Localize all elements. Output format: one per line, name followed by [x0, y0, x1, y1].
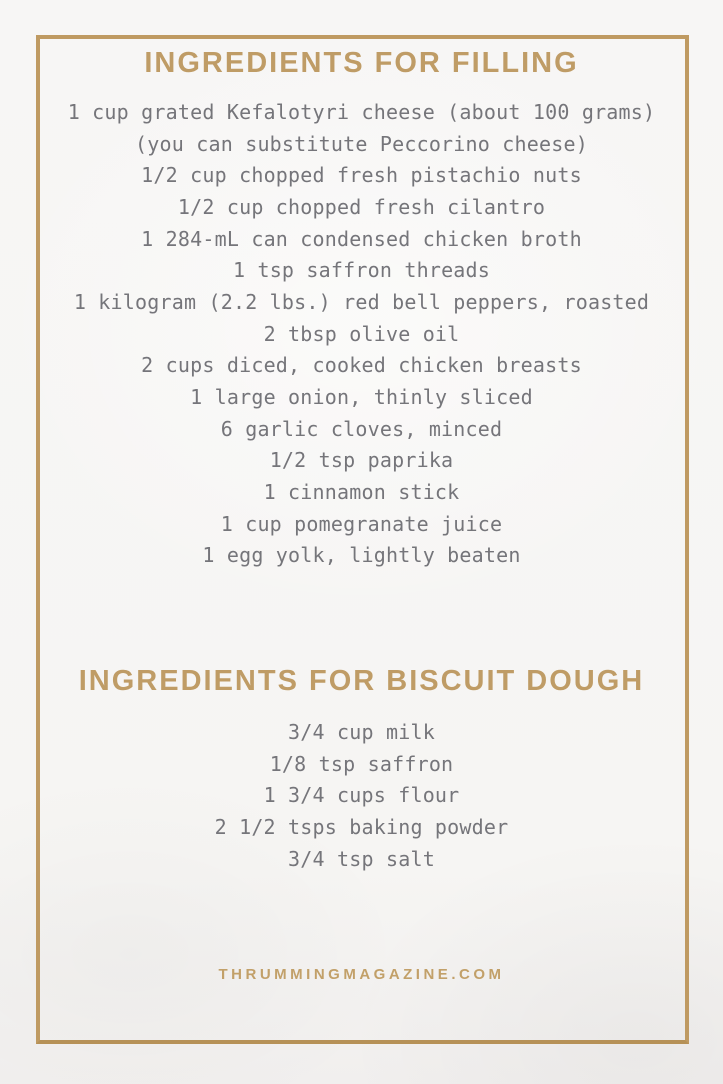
ingredient-line: 1 cup pomegranate juice — [220, 511, 503, 536]
ingredient-line: 3/4 tsp salt — [288, 846, 435, 871]
section-title-biscuit-dough: INGREDIENTS FOR BISCUIT DOUGH — [78, 665, 645, 697]
section-title-filling: INGREDIENTS FOR FILLING — [144, 47, 579, 79]
ingredient-line: (you can substitute Peccorino cheese) — [135, 131, 588, 156]
ingredient-line: 1 egg yolk, lightly beaten — [202, 543, 521, 568]
gold-border-frame — [36, 35, 689, 1044]
ingredient-line: 1 cup grated Kefalotyri cheese (about 10… — [67, 100, 656, 124]
ingredient-line: 2 tbsp olive oil — [263, 321, 460, 346]
ingredient-line: 1/2 cup chopped fresh pistachio nuts — [141, 163, 582, 188]
ingredient-line: 1 284-mL can condensed chicken broth — [141, 226, 582, 251]
ingredient-list-filling: 1 cup grated Kefalotyri cheese (about 10… — [0, 97, 723, 572]
ingredient-line: 1 large onion, thinly sliced — [190, 384, 533, 409]
website-url: THRUMMINGMAGAZINE.COM — [218, 966, 505, 983]
ingredient-line: 1 3/4 cups flour — [263, 783, 460, 808]
ingredient-line: 1/8 tsp saffron — [269, 751, 454, 776]
ingredient-line: 1 cinnamon stick — [263, 479, 460, 504]
ingredient-line: 2 1/2 tsps baking powder — [214, 814, 509, 839]
ingredient-line: 1 tsp saffron threads — [232, 258, 491, 283]
ingredient-line: 1/2 tsp paprika — [269, 448, 454, 473]
ingredient-list-biscuit-dough: 3/4 cup milk 1/8 tsp saffron 1 3/4 cups fl… — [0, 717, 723, 875]
ingredient-line: 1 kilogram (2.2 lbs.) red bell peppers, … — [73, 289, 650, 314]
ingredient-line: 1/2 cup chopped fresh cilantro — [177, 194, 546, 219]
ingredient-line: 6 garlic cloves, minced — [220, 416, 503, 441]
ingredient-line: 3/4 cup milk — [288, 720, 435, 744]
ingredient-line: 2 cups diced, cooked chicken breasts — [141, 353, 582, 378]
